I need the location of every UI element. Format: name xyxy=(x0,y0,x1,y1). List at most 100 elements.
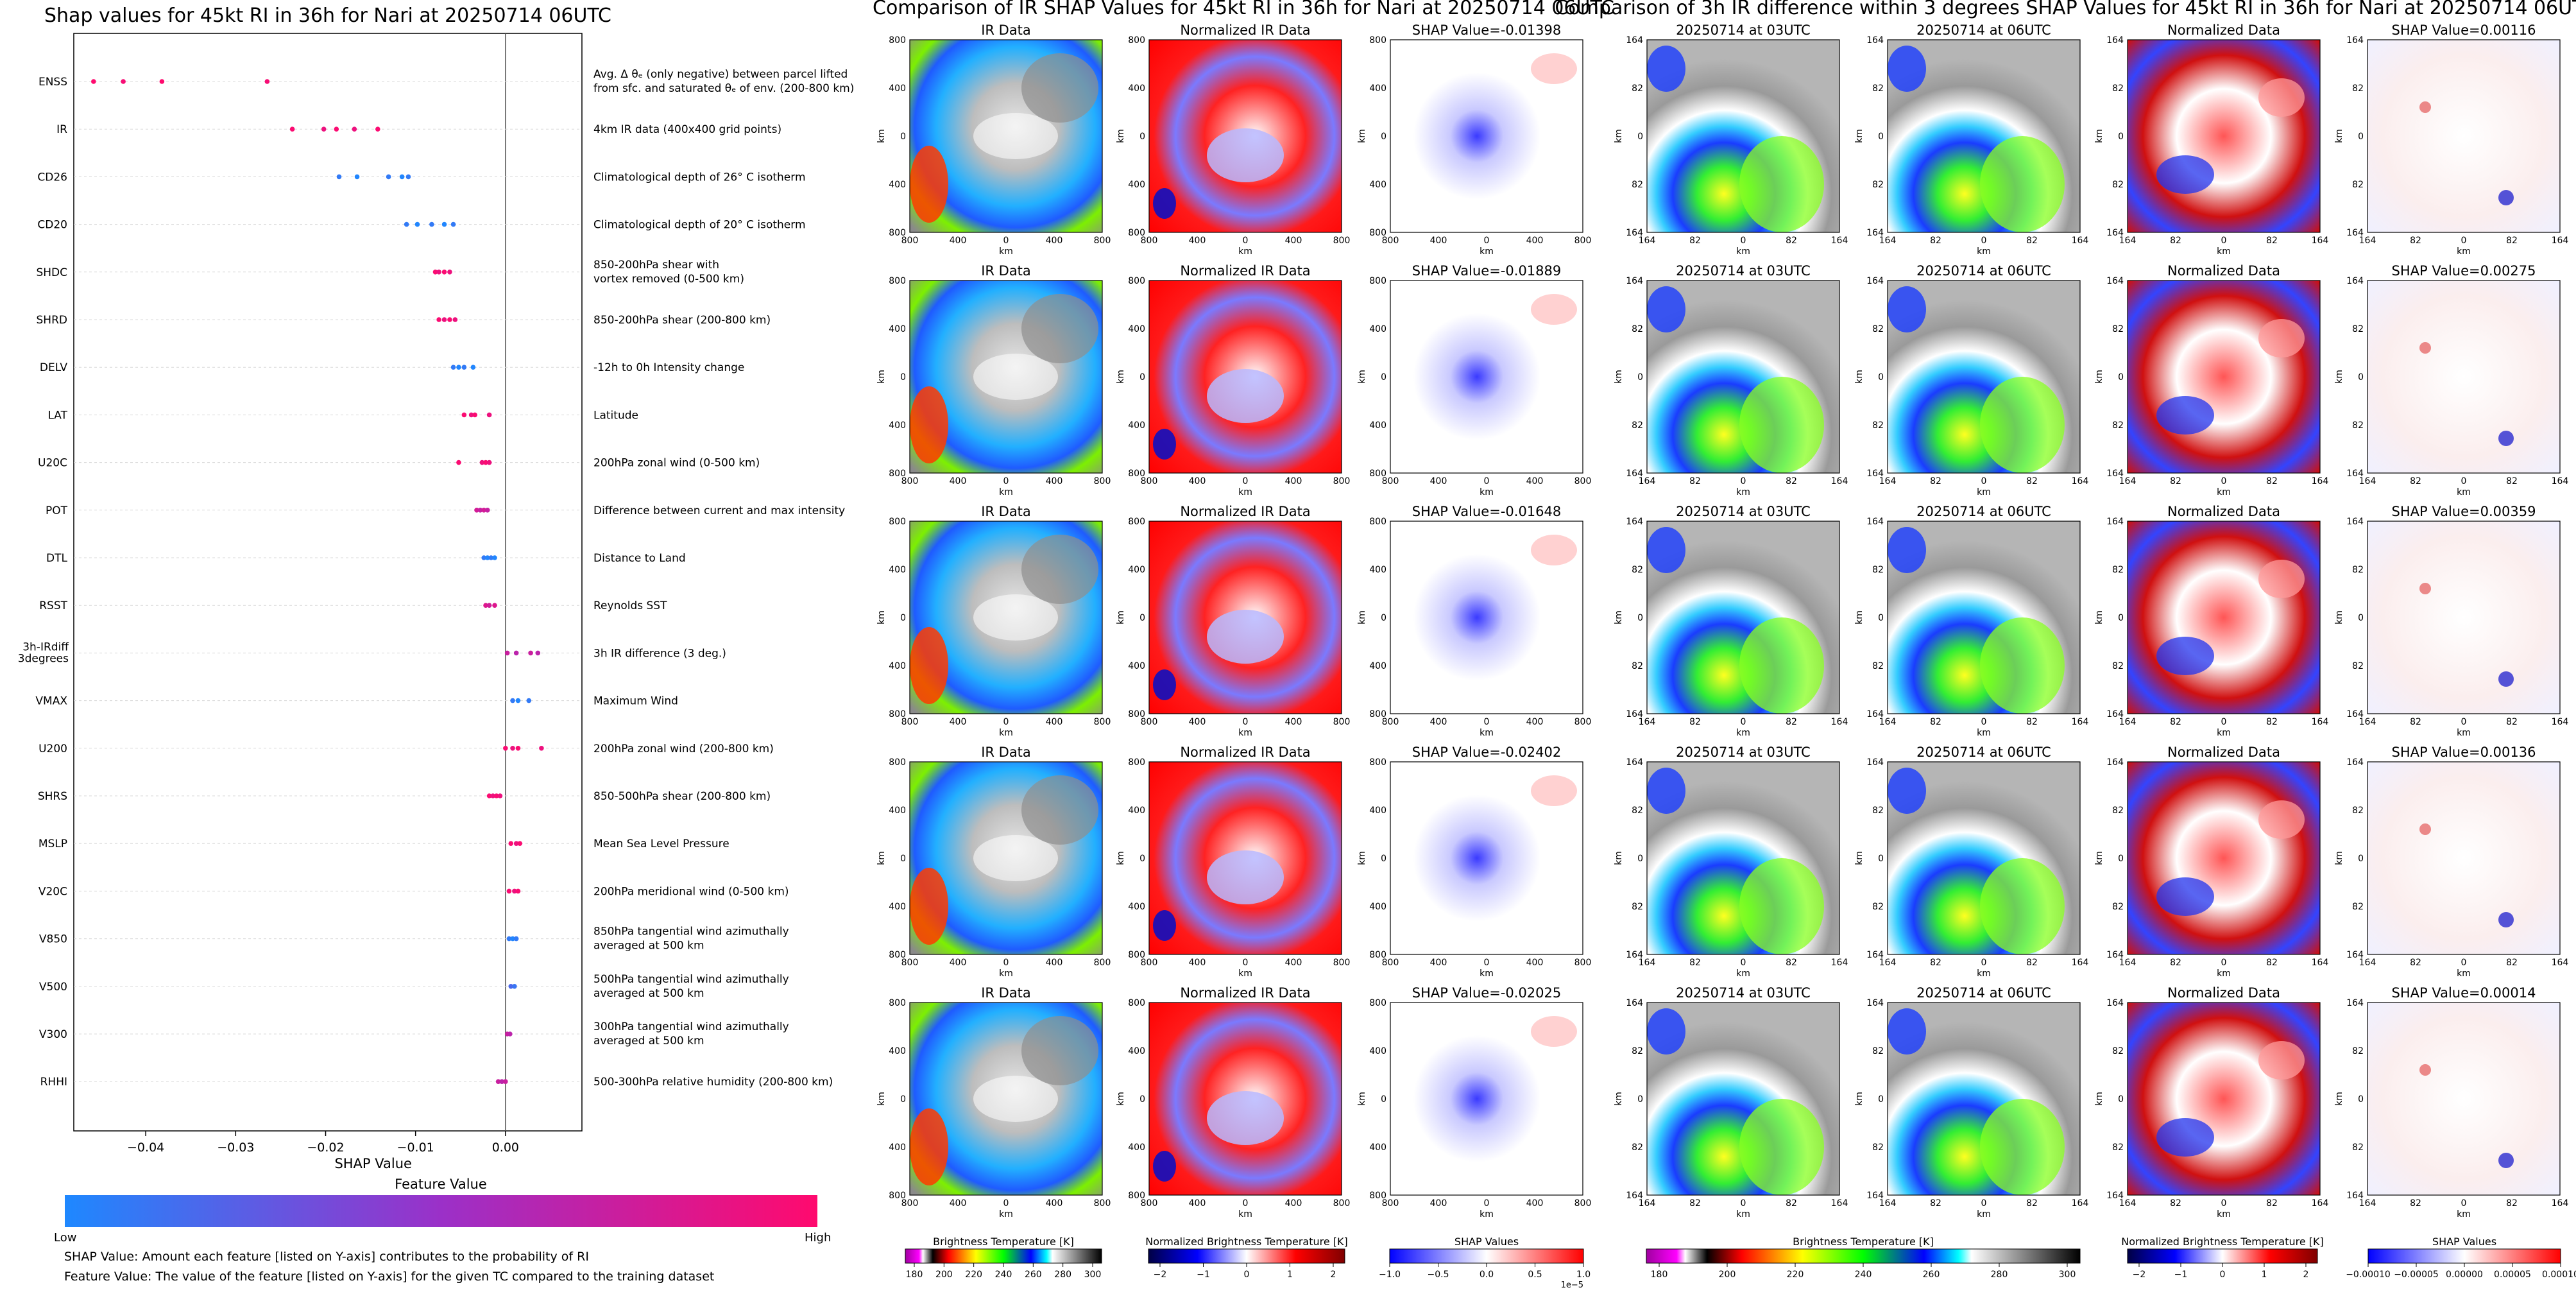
y-tick-label: 800 xyxy=(1369,757,1386,768)
colorbar-tick-label: 220 xyxy=(1787,1270,1804,1280)
x-axis-label: km xyxy=(1238,969,1252,979)
feature-label: CD26 xyxy=(37,171,67,184)
y-tick-label: 800 xyxy=(1369,276,1386,286)
x-tick-label: 82 xyxy=(2410,717,2421,727)
y-tick-label: 164 xyxy=(2106,517,2124,527)
y-tick-label: 82 xyxy=(1632,324,1643,334)
colorbar-tick-label: −0.5 xyxy=(1428,1270,1449,1280)
x-tick-label: 164 xyxy=(2072,236,2089,246)
y-tick-label: 0 xyxy=(1381,132,1386,142)
shap-point xyxy=(470,365,476,370)
x-tick-label: 0 xyxy=(2221,717,2227,727)
x-tick-label: 164 xyxy=(2359,1198,2376,1209)
y-tick-label: 164 xyxy=(1626,1191,1643,1201)
feature-description: 300hPa tangential wind azimuthally xyxy=(593,1021,789,1033)
image-feature xyxy=(1153,429,1176,460)
x-tick-label: 800 xyxy=(1574,236,1592,246)
x-tick-label: 800 xyxy=(1382,1198,1399,1209)
x-tick-label: 0 xyxy=(1484,1198,1490,1209)
image-frame xyxy=(1646,1002,1840,1196)
image-feature xyxy=(2156,877,2214,916)
y-axis-label: km xyxy=(1854,851,1864,865)
y-tick-label: 82 xyxy=(1872,420,1884,431)
x-axis-label: km xyxy=(2457,487,2471,497)
x-tick-label: 400 xyxy=(1189,236,1206,246)
x-tick-label: 82 xyxy=(1930,958,1941,968)
feature-description: Distance to Land xyxy=(593,552,686,565)
x-tick-label: −0.01 xyxy=(397,1141,434,1155)
image-frame xyxy=(1148,280,1342,474)
y-tick-label: 800 xyxy=(1128,950,1145,960)
y-tick-label: 164 xyxy=(2346,1191,2364,1201)
x-tick-label: 164 xyxy=(2119,958,2137,968)
x-tick-label: 400 xyxy=(1046,1198,1063,1209)
feature-label: V20C xyxy=(38,885,67,898)
image-panel xyxy=(2128,40,2320,232)
y-tick-label: 82 xyxy=(2112,420,2124,431)
colorbar xyxy=(2127,1248,2318,1264)
image-feature xyxy=(1739,617,1824,714)
image-panel xyxy=(2128,280,2320,473)
x-tick-label: 0.00 xyxy=(492,1141,519,1155)
image-frame xyxy=(1390,761,1583,955)
y-tick-label: 82 xyxy=(1872,83,1884,94)
y-tick-label: 800 xyxy=(889,228,906,238)
image-feature xyxy=(1888,286,1926,332)
x-axis-label: km xyxy=(1736,246,1750,257)
image-feature xyxy=(1980,617,2065,714)
y-tick-label: 400 xyxy=(889,180,906,190)
feature-label: V850 xyxy=(39,933,67,946)
y-tick-label: 82 xyxy=(2352,324,2364,334)
feature-label: MSLP xyxy=(38,838,67,850)
y-tick-label: 400 xyxy=(889,1142,906,1153)
x-axis-label: km xyxy=(999,487,1013,497)
subplot-title: Normalized IR Data xyxy=(1180,263,1310,279)
x-tick-label: 400 xyxy=(1046,236,1063,246)
y-tick-label: 400 xyxy=(889,805,906,816)
x-tick-label: 82 xyxy=(1930,236,1941,246)
x-tick-label: 164 xyxy=(1879,476,1897,487)
x-axis-label: km xyxy=(1736,487,1750,497)
y-tick-label: 82 xyxy=(1872,324,1884,334)
y-tick-label: 0 xyxy=(900,372,906,383)
x-axis-label: km xyxy=(2457,246,2471,257)
image-panel xyxy=(2367,521,2560,714)
x-tick-label: 800 xyxy=(1333,1198,1351,1209)
y-tick-label: 400 xyxy=(1369,902,1386,912)
colorbar-tick-label: −0.00010 xyxy=(2346,1270,2391,1280)
y-tick-label: 0 xyxy=(2358,1094,2364,1105)
note-feature: Feature Value: The value of the feature … xyxy=(64,1270,714,1284)
subplot-title: 20250714 at 06UTC xyxy=(1916,745,2051,760)
image-feature xyxy=(1888,46,1926,92)
image-feature xyxy=(1739,858,1824,954)
y-axis-label: km xyxy=(2334,1092,2344,1106)
x-tick-label: 400 xyxy=(1189,958,1206,968)
x-tick-label: 0 xyxy=(1484,476,1490,487)
x-tick-label: 400 xyxy=(1285,236,1302,246)
y-tick-label: 82 xyxy=(1872,1046,1884,1056)
image-frame xyxy=(1887,280,2081,474)
feature-label: LAT xyxy=(47,409,67,422)
image-frame xyxy=(909,521,1103,714)
subplot-title: SHAP Value=0.00359 xyxy=(2392,504,2536,519)
x-tick-label: 400 xyxy=(1189,1198,1206,1209)
panel-title: Comparison of 3h IR difference within 3 … xyxy=(1555,0,2576,19)
y-tick-label: 82 xyxy=(2352,565,2364,575)
image-frame xyxy=(1646,39,1840,233)
shap-point xyxy=(508,984,514,989)
x-tick-label: 164 xyxy=(2359,717,2376,727)
image-frame xyxy=(2127,280,2321,474)
y-tick-label: 164 xyxy=(1866,1191,1884,1201)
x-tick-label: 82 xyxy=(1930,476,1941,487)
x-tick-label: 400 xyxy=(1285,717,1302,727)
shap-point xyxy=(461,365,467,370)
x-tick-label: −0.03 xyxy=(217,1141,254,1155)
shap-point xyxy=(450,365,456,370)
x-tick-label: 164 xyxy=(2552,236,2569,246)
y-tick-label: 164 xyxy=(1866,469,1884,479)
image-feature xyxy=(1739,377,1824,473)
x-tick-label: 400 xyxy=(1046,717,1063,727)
shap-point xyxy=(510,936,515,942)
shap-point xyxy=(486,603,492,608)
feature-description: Climatological depth of 26° C isotherm xyxy=(593,171,806,184)
